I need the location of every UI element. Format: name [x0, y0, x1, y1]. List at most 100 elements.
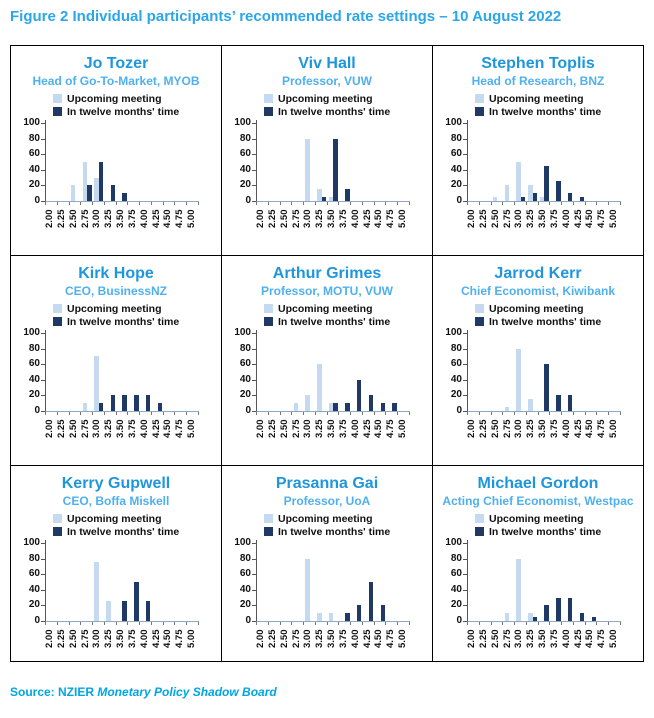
category-slot-4.75 [597, 540, 609, 621]
bar-twelve-months [134, 582, 139, 621]
x-tick-label: 4.00 [138, 209, 150, 229]
twelve-months-swatch-icon [53, 317, 62, 326]
plot-area [45, 330, 199, 412]
x-tick-mark [45, 412, 58, 415]
category-slot-4.50 [586, 120, 598, 201]
x-tick-mark [480, 412, 492, 415]
legend-item-upcoming: Upcoming meeting [53, 92, 221, 105]
x-tick-mark [398, 412, 410, 415]
x-tick-mark [128, 412, 141, 415]
y-tick-mark [252, 589, 256, 591]
y-tick-mark [463, 348, 467, 350]
legend-item-twelve-months: In twelve months' time [53, 105, 221, 118]
x-tick-mark [45, 622, 58, 625]
x-tick-label: 5.00 [186, 419, 198, 439]
x-tick-label: 4.00 [560, 209, 572, 229]
category-slot-3.25 [316, 120, 328, 201]
bar-upcoming [328, 613, 334, 621]
category-slot-3.00 [515, 120, 527, 201]
x-tick-mark [467, 622, 480, 625]
participant-panel: Jo Tozer Head of Go-To-Market, MYOB Upco… [11, 46, 222, 256]
participant-name: Jarrod Kerr [494, 265, 582, 282]
y-tick-mark [463, 201, 467, 202]
category-slot-3.25 [527, 540, 539, 621]
x-tick-mark [339, 412, 352, 415]
chart-legend: Upcoming meeting In twelve months' time [53, 512, 221, 538]
x-tick-mark [304, 412, 316, 415]
y-tick-mark [252, 364, 256, 366]
y-tick-label: 20 [239, 179, 251, 191]
x-tick-mark [328, 202, 340, 205]
x-tick-label: 5.00 [186, 209, 198, 229]
y-tick-label: 0 [245, 615, 251, 626]
bar-upcoming [317, 189, 322, 201]
y-tick-mark [463, 169, 467, 171]
y-tick-mark [463, 543, 467, 544]
y-tick-mark [41, 558, 45, 560]
y-tick-label: 40 [239, 583, 251, 595]
y-tick-mark [252, 201, 256, 202]
x-axis-labels: 2.00 2.25 2.50 2.75 3.00 3.25 3.50 3.75 4.00 4.25… [466, 205, 621, 233]
x-tick-label: 5.00 [608, 629, 620, 649]
category-slot-2.00 [257, 330, 269, 411]
x-tick-mark [515, 622, 527, 625]
bar-upcoming [94, 562, 99, 621]
x-axis-ticks [256, 622, 410, 625]
x-tick-mark [363, 412, 375, 415]
category-slot-3.50 [328, 330, 340, 411]
bar-twelve-months [579, 197, 585, 201]
x-tick-mark [574, 622, 586, 625]
participant-role: Acting Chief Economist, Westpac [442, 494, 634, 508]
participant-panel: Kirk Hope CEO, BusinessNZ Upcoming meeti… [11, 256, 222, 466]
participant-panel: Jarrod Kerr Chief Economist, Kiwibank Up… [433, 256, 644, 466]
y-tick-label: 100 [234, 117, 251, 128]
category-slot-3.00 [515, 540, 527, 621]
participant-panel: Kerry Gupwell CEO, Boffa Miskell Upcomin… [11, 466, 222, 662]
bar-upcoming [492, 197, 498, 201]
twelve-months-swatch-icon [53, 527, 62, 536]
y-tick-label: 100 [445, 537, 462, 548]
x-tick-mark [539, 412, 551, 415]
y-tick-mark [252, 185, 256, 187]
y-axis: 0 20 40 60 80 100 [441, 537, 467, 626]
upcoming-swatch-icon [264, 304, 273, 313]
legend-label-upcoming: Upcoming meeting [489, 512, 584, 525]
category-slot-4.00 [562, 540, 574, 621]
x-tick-mark [609, 622, 621, 625]
x-tick-label: 2.50 [67, 629, 79, 649]
x-tick-mark [316, 202, 328, 205]
y-tick-label: 80 [28, 552, 40, 564]
y-axis: 0 20 40 60 80 100 [230, 117, 256, 206]
y-tick-label: 20 [28, 599, 40, 611]
x-tick-mark [81, 622, 94, 625]
x-tick-mark [550, 202, 563, 205]
bar-upcoming [94, 356, 99, 411]
category-slot-2.75 [503, 120, 515, 201]
legend-label-upcoming: Upcoming meeting [67, 512, 162, 525]
x-tick-mark [175, 622, 188, 625]
y-tick-label: 100 [234, 327, 251, 338]
category-slot-4.50 [375, 330, 387, 411]
bar-twelve-months [544, 364, 549, 411]
category-slot-4.50 [375, 540, 387, 621]
y-tick-mark [463, 574, 467, 576]
bar-twelve-months [544, 166, 549, 201]
category-slot-4.00 [140, 330, 152, 411]
category-slot-2.25 [58, 540, 70, 621]
category-slot-4.25 [152, 540, 164, 621]
x-tick-mark [105, 412, 117, 415]
y-tick-label: 60 [28, 148, 40, 160]
x-tick-mark [292, 412, 305, 415]
x-tick-mark [586, 202, 598, 205]
legend-label-twelve-months: In twelve months' time [67, 315, 180, 328]
x-tick-mark [304, 202, 316, 205]
category-slot-3.00 [304, 540, 316, 621]
category-slot-4.50 [586, 330, 598, 411]
x-tick-mark [304, 622, 316, 625]
y-tick-mark [41, 543, 45, 544]
x-tick-mark [503, 412, 516, 415]
bar-twelve-months [568, 193, 573, 201]
category-slot-2.50 [281, 120, 293, 201]
category-slot-3.50 [117, 540, 129, 621]
participant-role: CEO, BusinessNZ [64, 284, 168, 298]
